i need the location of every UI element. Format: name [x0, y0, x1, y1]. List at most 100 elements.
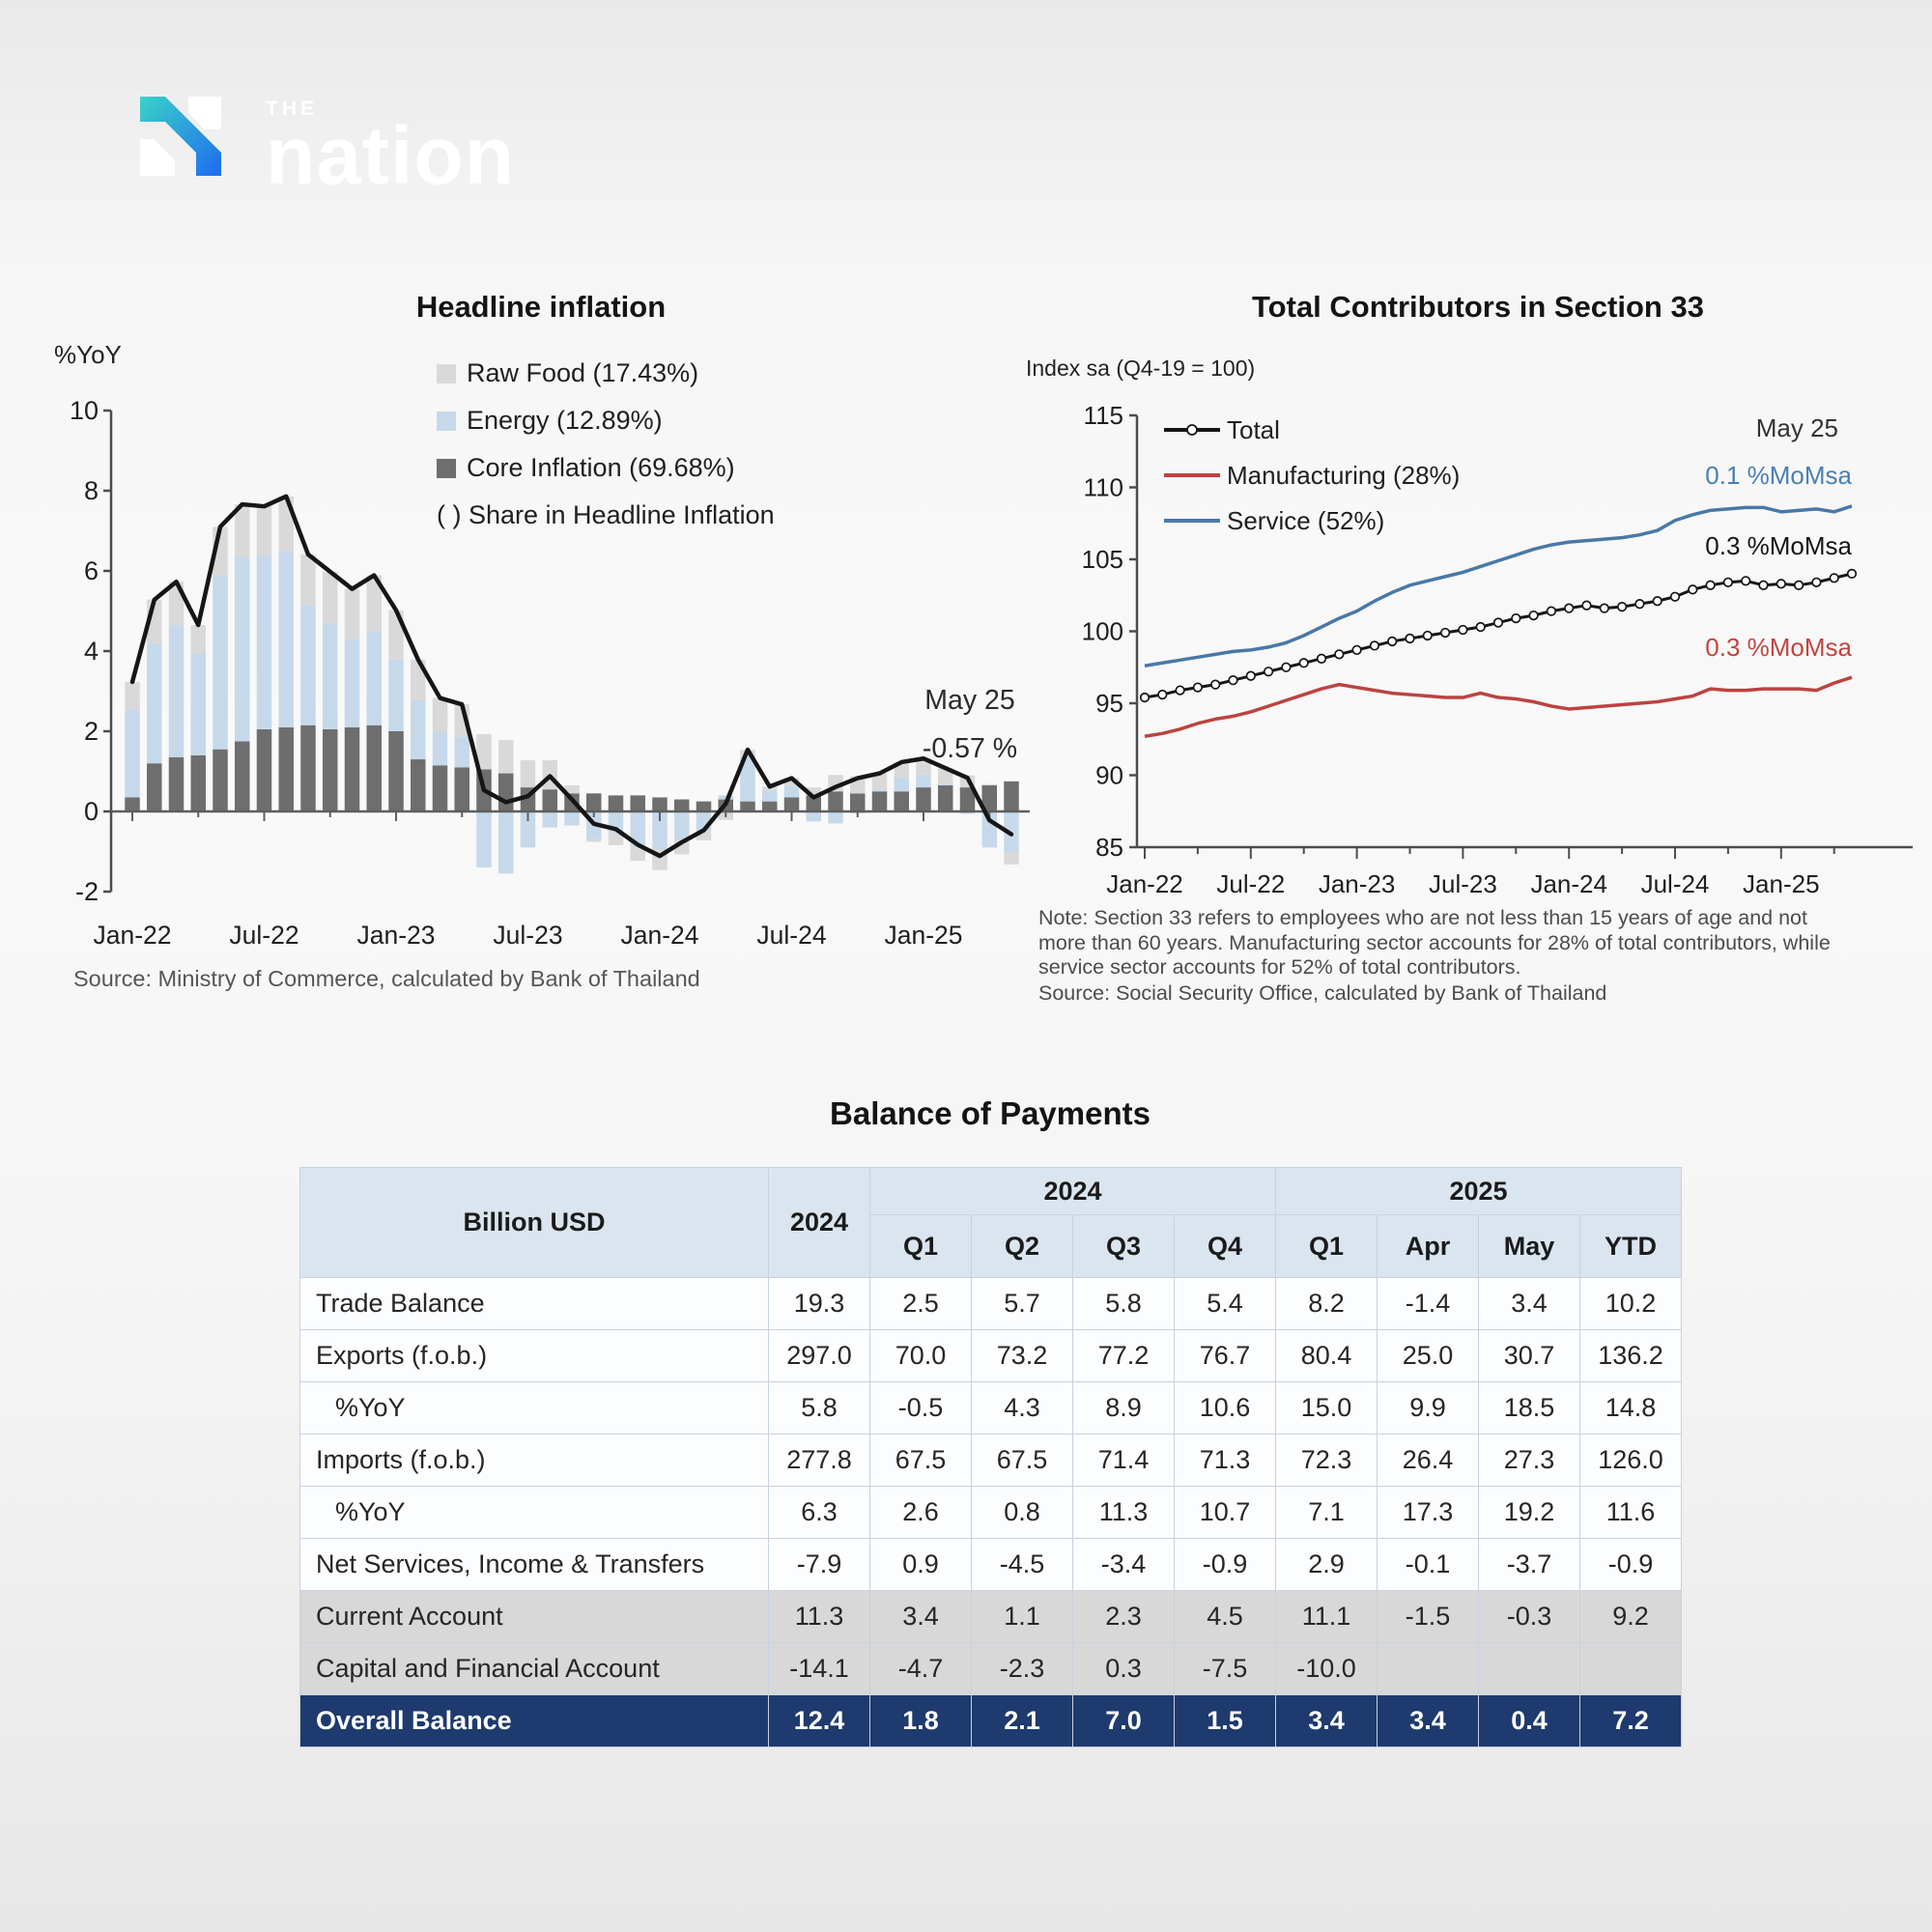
bar-segment — [674, 811, 690, 840]
marker-dot — [1439, 627, 1451, 639]
table-cell: 71.4 — [1072, 1434, 1175, 1487]
row-label-cell: Exports (f.o.b.) — [299, 1329, 769, 1382]
marker-dot — [1776, 579, 1786, 589]
series-markers — [1139, 568, 1858, 703]
bar-segment — [894, 778, 909, 792]
bar-segment — [323, 622, 338, 729]
table-row: %YoY 5.8 -0.5 4.3 8.9 10.6 15.0 9.9 18.5 14.8 — [299, 1381, 1683, 1435]
marker-dot — [1634, 599, 1645, 610]
table-cell: 5.8 — [1072, 1277, 1175, 1330]
table-cell: 70.0 — [869, 1329, 972, 1382]
bar-segment — [740, 756, 755, 802]
bar-segment — [278, 551, 294, 727]
table-cell: 5.7 — [971, 1277, 1073, 1330]
y-tick-label: 115 — [1084, 401, 1123, 430]
bar-segment — [608, 833, 624, 845]
bar-segment — [498, 773, 514, 811]
table-cell: 297.0 — [768, 1329, 870, 1382]
bar-segment — [630, 847, 645, 862]
y-tick-label: 10 — [70, 396, 99, 425]
y-tick-label: -2 — [75, 877, 99, 906]
marker-dot — [1669, 591, 1681, 602]
table-cell: 0.3 — [1072, 1642, 1175, 1695]
table-cell: 5.8 — [768, 1381, 870, 1435]
y-tick-label: 8 — [84, 476, 99, 505]
y-tick-label: 105 — [1082, 545, 1123, 574]
contributors-subtitle: Index sa (Q4-19 = 100) — [1026, 355, 1256, 381]
x-tick-label: Jul-23 — [1429, 869, 1497, 898]
bar-segment — [564, 785, 580, 794]
x-tick-label: Jan-22 — [1106, 869, 1183, 898]
nation-logo: THE nation — [132, 93, 515, 196]
table-row: Current Account 11.3 3.4 1.1 2.3 4.5 11.1 -1.5-… — [299, 1590, 1683, 1643]
table-cell: 77.2 — [1072, 1329, 1175, 1382]
table-cell: 126.0 — [1579, 1434, 1683, 1487]
bar-segment — [147, 642, 162, 764]
table-header-row: Billion USD 2024 2024 2025 — [299, 1167, 1683, 1278]
marker-dot — [1581, 600, 1592, 611]
bar-segment — [586, 839, 602, 842]
table-header-cell: 2025 — [1275, 1167, 1683, 1215]
table-cell: 71.3 — [1173, 1434, 1277, 1487]
table-header-cell: Q2 — [971, 1214, 1073, 1278]
table-cell: 11.3 — [1072, 1486, 1175, 1539]
bar-segment — [235, 504, 250, 557]
bar-segment — [520, 811, 536, 848]
marker-dot — [1351, 644, 1362, 656]
marker-dot — [1228, 675, 1238, 686]
table-cell: 76.7 — [1173, 1329, 1277, 1382]
bars-group — [125, 496, 1019, 874]
bar-segment — [476, 811, 492, 868]
contributors-note: Note: Section 33 refers to employees who… — [1038, 906, 1898, 980]
bar-segment — [300, 605, 316, 725]
bar-segment — [894, 791, 909, 811]
inflation-chart-title: Headline inflation — [415, 290, 667, 324]
table-header-cell: Q1 — [869, 1214, 972, 1278]
table-cell: 0.4 — [1478, 1694, 1581, 1747]
bar-segment — [125, 797, 140, 811]
table-cell: 136.2 — [1579, 1329, 1683, 1382]
table-cell: 3.4 — [1275, 1694, 1378, 1747]
table-cell: -3.4 — [1072, 1538, 1175, 1591]
bar-segment — [388, 659, 404, 731]
bar-segment — [278, 726, 294, 811]
inflation-chart-canvas: 10 8 6 4 2 0 -2 Jan-22 Jul-22 Jan-23 Jul-23 Jan-24 J… — [70, 396, 1030, 950]
y-tick-label: 90 — [1095, 761, 1123, 790]
table-cell: -0.5 — [869, 1381, 972, 1435]
x-tick-label: Jul-23 — [493, 921, 562, 950]
bar-segment — [762, 790, 778, 802]
table-header-cell: Apr — [1377, 1214, 1480, 1278]
table-cell: 10.7 — [1173, 1486, 1277, 1539]
marker-dot — [1405, 633, 1415, 644]
bar-segment — [718, 795, 733, 800]
table-cell: 2.5 — [869, 1277, 972, 1330]
x-tick-label: Jul-24 — [1641, 869, 1710, 898]
marker-dot — [1829, 573, 1839, 583]
table-cell — [1579, 1642, 1683, 1695]
row-label-cell: Net Services, Income & Transfers — [299, 1538, 769, 1591]
table-cell: 11.6 — [1579, 1486, 1683, 1539]
table-cell: 1.8 — [869, 1694, 972, 1747]
marker-dot — [1528, 610, 1539, 621]
row-label-cell: %YoY — [299, 1486, 769, 1539]
table-cell: 3.4 — [1478, 1277, 1581, 1330]
row-label-cell: %YoY — [299, 1381, 769, 1435]
table-cell: -7.9 — [768, 1538, 870, 1591]
table-header-cell: Q4 — [1173, 1214, 1277, 1278]
marker-dot — [1475, 621, 1486, 633]
bar-segment — [564, 811, 580, 826]
table-cell: 67.5 — [971, 1434, 1073, 1487]
table-cell: 12.4 — [768, 1694, 870, 1747]
series-line-2 — [1144, 504, 1853, 668]
marker-dot — [1705, 580, 1716, 590]
bar-segment — [454, 736, 469, 768]
legend-marker — [1186, 424, 1198, 436]
bar-segment — [498, 811, 514, 874]
table-cell: -10.0 — [1275, 1642, 1378, 1695]
bar-segment — [256, 554, 272, 729]
legend-label: Energy (12.89%) — [467, 406, 663, 435]
x-tick-label: Jul-22 — [1216, 869, 1285, 898]
bar-segment — [542, 789, 557, 811]
marker-dot — [1157, 689, 1168, 700]
bar-segment — [432, 765, 448, 811]
